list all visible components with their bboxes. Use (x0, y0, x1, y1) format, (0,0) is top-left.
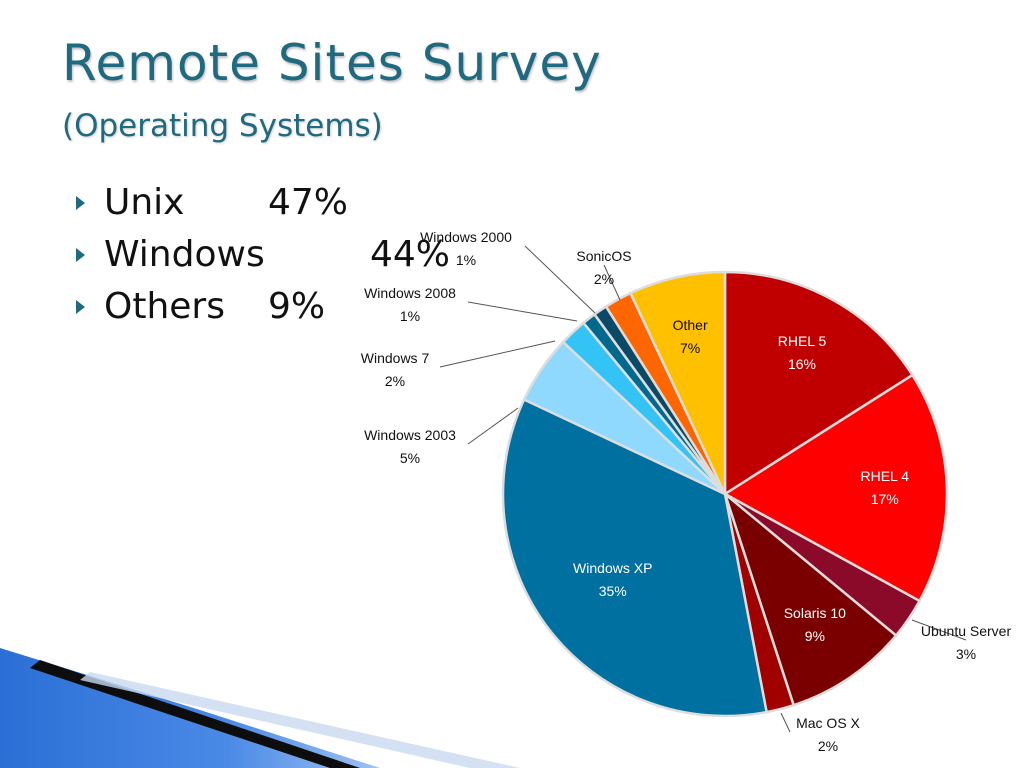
bullet-label: Windows (104, 234, 265, 275)
slice-value-label: 16% (788, 356, 816, 372)
bullet-label: Others (104, 286, 225, 327)
slide-subtitle: (Operating Systems) (62, 108, 383, 144)
slice-value-label: 1% (456, 252, 476, 268)
bullet-arrow-icon (76, 300, 85, 314)
pie-slice-rhel-4 (722, 373, 949, 603)
leader-line (603, 264, 621, 301)
bullet-value: 47% (268, 182, 349, 223)
slice-value-label: 5% (400, 450, 420, 466)
slice-value-label: 9% (805, 628, 825, 644)
slice-label: Windows 2003 (364, 427, 456, 443)
leader-line (911, 619, 967, 641)
leader-line (780, 712, 791, 733)
slice-label: RHEL 4 (861, 468, 910, 484)
slice-label: RHEL 5 (778, 333, 827, 349)
pie-slice-rhel-5 (723, 270, 915, 497)
bullet-value: 9% (268, 286, 326, 327)
leader-line (467, 301, 578, 322)
leader-line (439, 340, 556, 368)
bullet-label: Unix (104, 182, 185, 223)
slice-label: SonicOS (576, 248, 631, 264)
pie-slice-windows-xp (501, 397, 769, 718)
slide-title: Remote Sites Survey (62, 34, 602, 92)
slice-label: Windows XP (573, 560, 652, 576)
slice-label: Solaris 10 (784, 605, 846, 621)
pie-slice-solaris-10 (722, 490, 898, 707)
slice-value-label: 35% (599, 583, 627, 599)
pie-slice-other (628, 270, 727, 495)
bullet-value: 44% (370, 234, 451, 275)
leader-line (524, 245, 596, 314)
slice-label: Windows 2008 (364, 285, 456, 301)
bullet-arrow-icon (76, 248, 85, 262)
slice-label: Ubuntu Server (921, 623, 1012, 639)
slice-label: Windows 7 (361, 350, 430, 366)
slice-value-label: 17% (871, 491, 899, 507)
slice-value-label: 7% (680, 340, 700, 356)
bullet-arrow-icon (76, 196, 85, 210)
slice-value-label: 2% (818, 738, 838, 754)
slice-value-label: 2% (594, 271, 614, 287)
slice-label: Mac OS X (796, 715, 860, 731)
slice-label: Other (673, 317, 708, 333)
slice-value-label: 2% (385, 373, 405, 389)
leader-line (467, 407, 519, 445)
slice-value-label: 1% (400, 308, 420, 324)
slice-label: Windows 2000 (420, 229, 512, 245)
slice-value-label: 3% (956, 646, 976, 662)
